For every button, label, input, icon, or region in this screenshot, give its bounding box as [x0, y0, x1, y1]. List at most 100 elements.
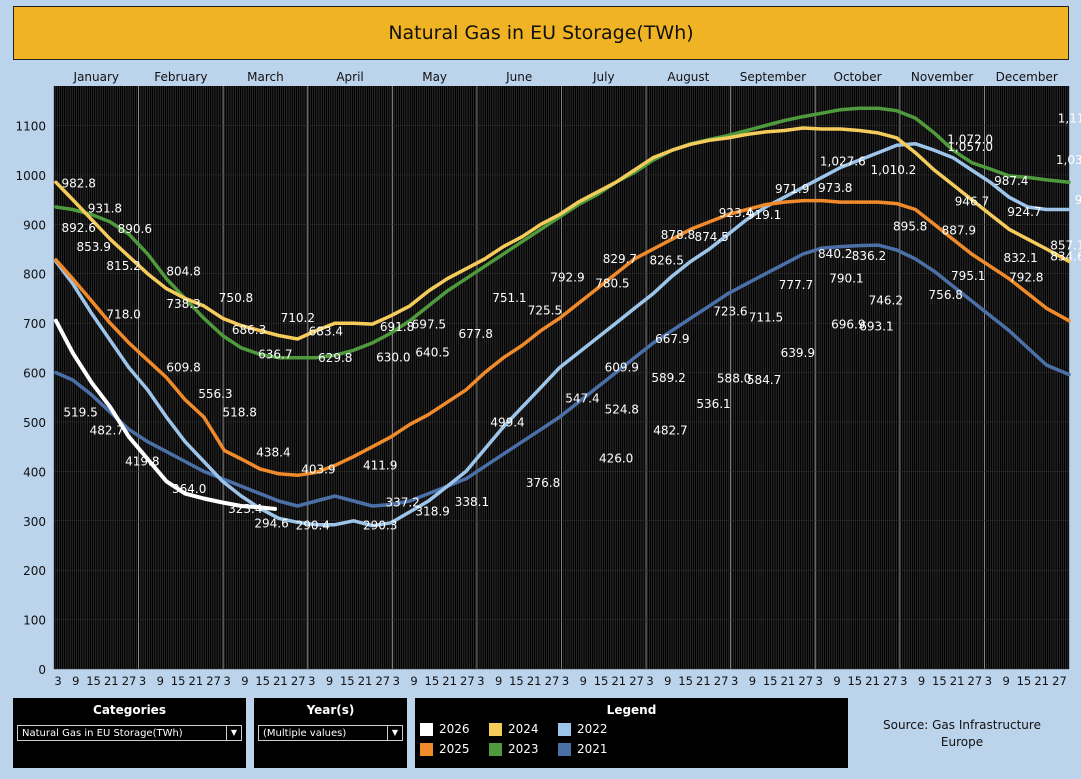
day-tick-label: 3 [308, 674, 315, 688]
data-value-label: 547.4 [565, 392, 599, 406]
data-value-label: 790.1 [829, 272, 863, 286]
day-tick-label: 9 [326, 674, 333, 688]
years-dropdown[interactable]: (Multiple values) ▼ [258, 725, 403, 741]
legend-item-2023[interactable]: 2023 [489, 742, 539, 756]
chart-title-bar: Natural Gas in EU Storage(TWh) [13, 6, 1069, 60]
series-line-2024[interactable] [54, 126, 1071, 341]
day-tick-label: 15 [171, 674, 186, 688]
month-label: June [505, 70, 532, 84]
day-tick-label: 27 [206, 674, 221, 688]
day-tick-label: 9 [1003, 674, 1010, 688]
legend-label-2023: 2023 [508, 742, 539, 756]
data-value-label: 337.2 [385, 495, 419, 509]
data-value-label: 290.4 [296, 519, 330, 533]
data-value-label: 931.8 [88, 202, 122, 216]
data-value-label: 804.8 [166, 264, 200, 278]
data-value-label: 777.7 [779, 278, 813, 292]
data-value-label: 426.0 [599, 452, 633, 466]
data-value-label: 640.5 [415, 346, 449, 360]
data-value-label: 519.5 [63, 405, 97, 419]
month-label: July [592, 70, 615, 84]
legend-item-2022[interactable]: 2022 [558, 722, 608, 736]
month-label: December [996, 70, 1058, 84]
day-tick-label: 3 [816, 674, 823, 688]
y-tick-label: 900 [23, 218, 46, 232]
legend-item-2024[interactable]: 2024 [489, 722, 539, 736]
data-value-label: 878.8 [661, 228, 695, 242]
day-tick-label: 9 [664, 674, 671, 688]
data-value-label: 1,027.6 [820, 154, 866, 168]
series-line-2022[interactable] [54, 142, 1071, 528]
y-tick-label: 300 [23, 515, 46, 529]
data-value-label: 723.6 [713, 304, 747, 318]
series-line-2026[interactable] [53, 318, 277, 511]
day-tick-label: 3 [139, 674, 146, 688]
source-note: Source: Gas Infrastructure Europe [862, 717, 1062, 751]
day-tick-label: 21 [527, 674, 542, 688]
legend-panel: Legend 2026 2024 2022 2025 2023 2021 [415, 698, 848, 768]
data-value-label: 923.4 [719, 206, 753, 220]
data-value-label: 438.4 [256, 445, 290, 459]
years-filter-title: Year(s) [306, 703, 355, 717]
data-value-label: 639.9 [781, 346, 815, 360]
series-line-2025[interactable] [54, 198, 1071, 478]
day-tick-label: 3 [477, 674, 484, 688]
data-value-label: 982.8 [61, 176, 95, 190]
day-tick-label: 3 [393, 674, 400, 688]
day-tick-label: 27 [968, 674, 983, 688]
data-value-label: 919.1 [747, 208, 781, 222]
data-value-label: 756.8 [929, 288, 963, 302]
legend-item-2025[interactable]: 2025 [420, 742, 470, 756]
day-tick-label: 15 [425, 674, 440, 688]
day-tick-label: 3 [54, 674, 61, 688]
legend-swatch-2021 [558, 743, 571, 756]
day-tick-label: 15 [932, 674, 947, 688]
legend-swatch-2022 [558, 723, 571, 736]
chevron-down-icon[interactable]: ▼ [226, 726, 241, 740]
data-value-label: 697.5 [412, 317, 446, 331]
data-value-label: 411.9 [363, 458, 397, 472]
categories-dropdown[interactable]: Natural Gas in EU Storage(TWh) ▼ [17, 725, 242, 741]
data-value-label: 290.3 [363, 519, 397, 533]
data-value-label: 589.2 [651, 371, 685, 385]
data-value-label: 815.2 [106, 259, 140, 273]
legend-label-2021: 2021 [577, 742, 608, 756]
data-value-label: 795.1 [951, 269, 985, 283]
day-tick-label: 21 [696, 674, 711, 688]
series-line-2023[interactable] [54, 106, 1071, 360]
day-tick-label: 9 [241, 674, 248, 688]
day-tick-label: 15 [763, 674, 778, 688]
month-label: August [667, 70, 709, 84]
day-tick-label: 27 [714, 674, 729, 688]
data-value-label: 364.0 [172, 482, 206, 496]
day-tick-label: 15 [1017, 674, 1032, 688]
data-value-label: 1,072.0 [947, 132, 993, 146]
data-value-label: 738.3 [166, 297, 200, 311]
legend-item-2026[interactable]: 2026 [420, 722, 470, 736]
data-value-label: 853.9 [76, 240, 110, 254]
day-tick-label: 27 [460, 674, 475, 688]
data-value-label: 836.2 [852, 249, 886, 263]
day-tick-label: 3 [224, 674, 231, 688]
data-value-label: 556.3 [198, 387, 232, 401]
legend-label-2022: 2022 [577, 722, 608, 736]
data-value-label: 710.2 [281, 311, 315, 325]
day-tick-label: 9 [580, 674, 587, 688]
day-tick-label: 9 [495, 674, 502, 688]
data-value-label: 987.4 [994, 174, 1028, 188]
legend-item-2021[interactable]: 2021 [558, 742, 608, 756]
day-tick-label: 21 [950, 674, 965, 688]
data-value-label: 1,057.0 [947, 140, 993, 154]
month-label: September [740, 70, 806, 84]
data-value-label: 746.2 [869, 293, 903, 307]
month-label: April [336, 70, 363, 84]
data-value-label: 946.7 [955, 194, 989, 208]
data-value-label: 499.4 [490, 415, 524, 429]
day-tick-label: 15 [86, 674, 101, 688]
chevron-down-icon[interactable]: ▼ [387, 726, 402, 740]
y-tick-label: 700 [23, 317, 46, 331]
day-tick-label: 21 [442, 674, 457, 688]
data-value-label: 948.9 [1075, 193, 1081, 207]
day-tick-label: 9 [72, 674, 79, 688]
data-value-label: 792.9 [550, 270, 584, 284]
